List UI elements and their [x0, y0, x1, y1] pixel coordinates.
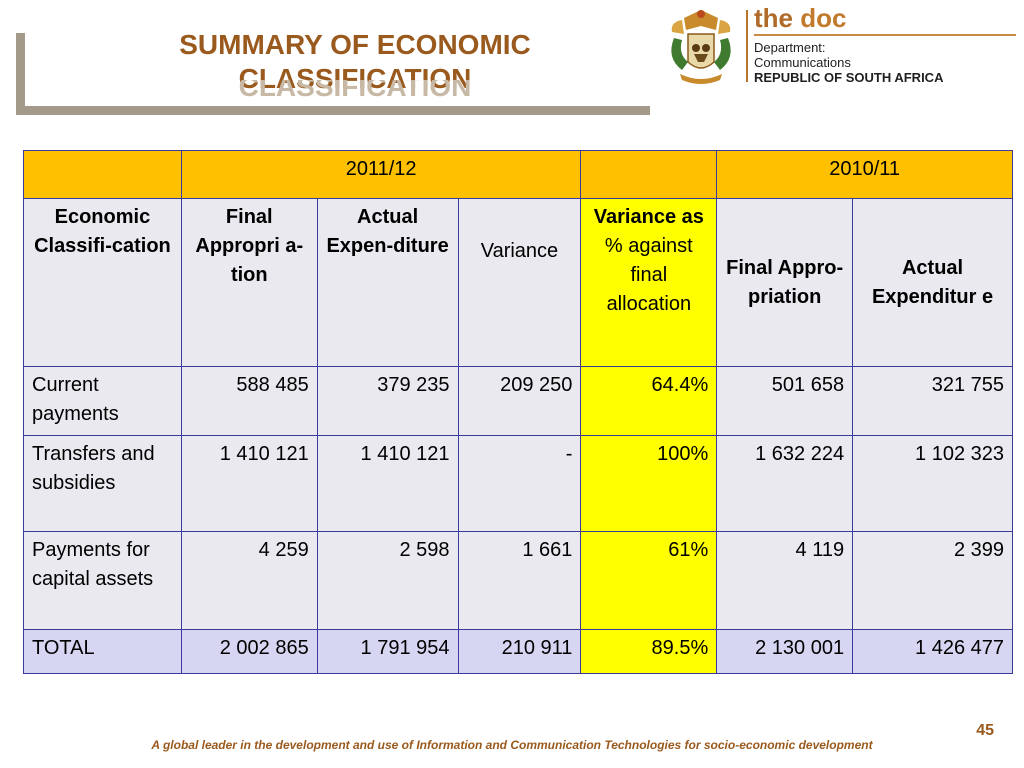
cell-variance: - — [457, 435, 582, 532]
coat-of-arms-icon — [671, 10, 731, 84]
cell-variance: 1 661 — [457, 531, 582, 630]
cell-variance-pct: 64.4% — [580, 366, 718, 436]
economic-classification-table: 2011/12 2010/11 Economic Classifi-cation… — [23, 150, 1013, 674]
cell-variance: 209 250 — [457, 366, 582, 436]
page-title: SUMMARY OF ECONOMIC CLASSIFICATION — [179, 29, 531, 94]
cell-prior-actual: 1 102 323 — [852, 435, 1013, 532]
brand-doc: doc — [800, 3, 847, 33]
header-final-appropriation: Final Appropri a-tion — [180, 198, 318, 367]
total-row: TOTAL 2 002 865 1 791 954 210 911 89.5% … — [23, 629, 1013, 674]
page-number: 45 — [976, 722, 994, 739]
cell-prior-final: 1 632 224 — [716, 435, 854, 532]
total-prior-actual: 1 426 477 — [852, 629, 1013, 674]
header-variance-pct-line1: Variance as — [593, 206, 704, 228]
brand-department: Department: — [754, 40, 826, 55]
department-logo: the doc Department: Communications REPUB… — [658, 2, 1024, 90]
year-header-empty — [23, 150, 182, 199]
cell-final: 1 410 121 — [180, 435, 318, 532]
logo-divider — [746, 10, 748, 82]
header-variance-pct: Variance as % against final allocation — [580, 198, 718, 367]
header-actual-expenditure: Actual Expen-diture — [316, 198, 459, 367]
cell-prior-final: 4 119 — [716, 531, 854, 630]
year-2010-header: 2010/11 — [716, 150, 1013, 199]
brand-block: the doc Department: Communications REPUB… — [754, 4, 1024, 85]
brand-the: the — [754, 3, 793, 33]
row-label: Payments for capital assets — [23, 531, 182, 630]
cell-prior-final: 501 658 — [716, 366, 854, 436]
brand-name: the doc — [754, 4, 1024, 32]
year-header-variance-empty — [580, 150, 718, 199]
cell-prior-actual: 2 399 — [852, 531, 1013, 630]
header-prior-actual: Actual Expenditur e — [852, 198, 1013, 367]
brand-communications: Communications — [754, 55, 851, 70]
title-frame — [16, 33, 650, 115]
row-label: Current payments — [23, 366, 182, 436]
footer-tagline: A global leader in the development and u… — [151, 738, 873, 752]
total-variance-pct: 89.5% — [580, 629, 718, 674]
column-header-row: Economic Classifi-cation Final Appropri … — [23, 198, 1013, 367]
cell-actual: 1 410 121 — [316, 435, 459, 532]
table-row: Payments for capital assets 4 259 2 598 … — [23, 531, 1013, 630]
total-label: TOTAL — [23, 629, 182, 674]
table-row: Transfers and subsidies 1 410 121 1 410 … — [23, 435, 1013, 532]
cell-final: 588 485 — [180, 366, 318, 436]
cell-actual: 379 235 — [316, 366, 459, 436]
brand-country: REPUBLIC OF SOUTH AFRICA — [754, 70, 944, 85]
cell-actual: 2 598 — [316, 531, 459, 630]
total-final: 2 002 865 — [180, 629, 318, 674]
year-2011-header: 2011/12 — [180, 150, 582, 199]
total-actual: 1 791 954 — [316, 629, 459, 674]
cell-variance-pct: 61% — [580, 531, 718, 630]
total-variance: 210 911 — [457, 629, 582, 674]
row-label: Transfers and subsidies — [23, 435, 182, 532]
total-prior-final: 2 130 001 — [716, 629, 854, 674]
header-prior-final: Final Appro-priation — [716, 198, 854, 367]
header-variance: Variance — [457, 198, 582, 367]
table-row: Current payments 588 485 379 235 209 250… — [23, 366, 1013, 436]
cell-variance-pct: 100% — [580, 435, 718, 532]
header-classification: Economic Classifi-cation — [23, 198, 182, 367]
cell-final: 4 259 — [180, 531, 318, 630]
title-shadow: CLASSIFICATION — [238, 80, 472, 102]
header-variance-pct-line2: % against final allocation — [604, 235, 693, 315]
year-header-row: 2011/12 2010/11 — [23, 150, 1013, 199]
brand-rule — [754, 34, 1016, 36]
cell-prior-actual: 321 755 — [852, 366, 1013, 436]
